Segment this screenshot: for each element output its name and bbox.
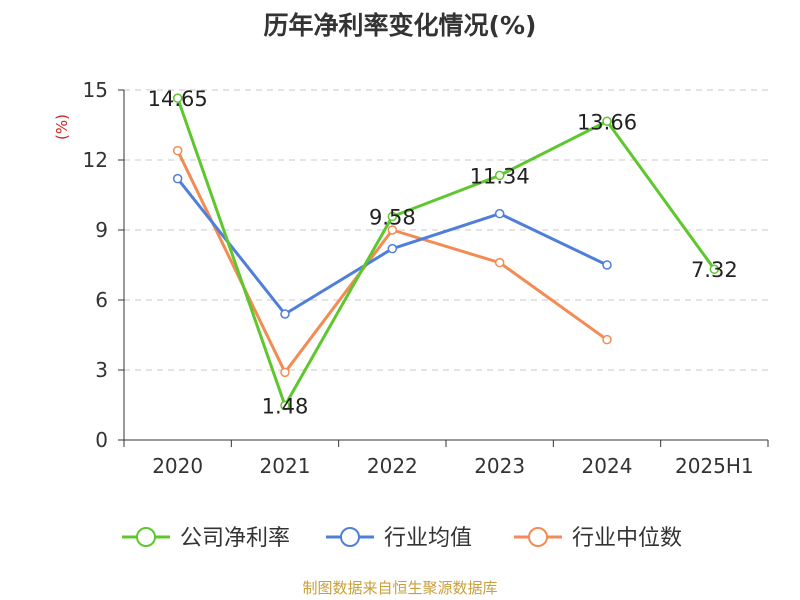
legend-label-2: 行业中位数 [572,526,682,551]
legend-marker-2 [528,527,548,547]
y-tick-label: 9 [95,218,108,242]
data-label: 9.58 [369,205,416,229]
legend-marker-0 [136,527,156,547]
y-tick-label: 15 [83,78,108,102]
legend-marker-1 [340,527,360,547]
series-point-2 [602,334,612,345]
series-point-0 [172,93,183,103]
y-tick-label: 3 [95,358,108,382]
x-tick-label-2022: 2022 [367,454,418,478]
series-layer [172,93,720,411]
series-point-2 [280,367,290,378]
series-point-1 [172,173,183,184]
y-tick-label: 6 [95,288,108,312]
y-axis-label: (%) [53,114,71,140]
chart-title: 历年净利率变化情况(%) [263,11,537,40]
data-labels: 14.65 1.48 9.58 11.34 13.66 7.32 [148,87,738,418]
series-point-1 [280,309,290,319]
x-tick-label-2020: 2020 [152,454,203,478]
data-label: 1.48 [262,394,309,418]
y-tick-label: 12 [83,148,108,172]
x-tick-label-2025H1: 2025H1 [675,454,754,478]
data-label: 13.66 [577,110,637,134]
data-label: 14.65 [148,87,208,111]
legend: 公司净利率 行业均值 行业中位数 [122,526,682,551]
data-source-note: 制图数据来自恒生聚源数据库 [302,579,498,597]
series-point-1 [494,208,505,219]
series-line-0 [176,97,716,407]
axes: 0 3 6 9 12 15 2020 2021 2022 2023 2024 2025H1 [83,78,769,478]
series-point-1 [602,260,612,270]
legend-label-1: 行业均值 [384,526,472,551]
legend-label-0: 公司净利率 [180,526,290,551]
y-tick-label: 0 [95,428,108,452]
series-point-0 [709,264,720,274]
data-label: 11.34 [470,164,530,188]
x-tick-label-2024: 2024 [582,454,633,478]
series-point-1 [387,243,398,254]
series-point-2 [494,257,505,268]
series-point-0 [494,170,505,181]
data-label: 7.32 [691,258,738,282]
series-point-2 [387,225,398,235]
series-point-0 [387,211,398,222]
series-point-0 [280,400,290,411]
x-tick-label-2023: 2023 [474,454,525,478]
series-point-0 [602,116,612,127]
x-tick-label-2021: 2021 [260,454,311,478]
series-point-2 [172,145,183,156]
